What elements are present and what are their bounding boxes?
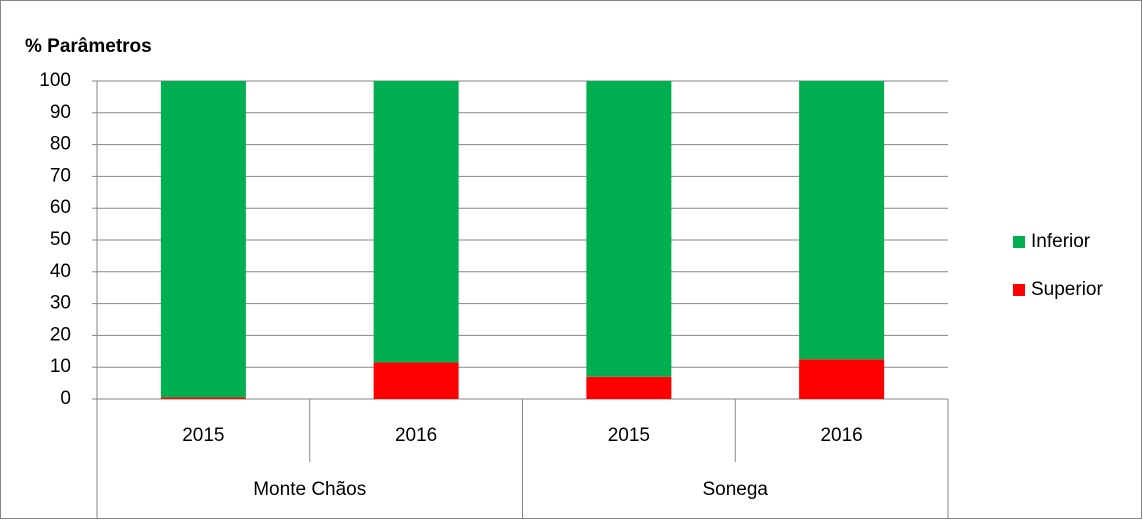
y-tick-label: 100 bbox=[39, 70, 71, 91]
y-tick-label: 0 bbox=[60, 388, 71, 409]
y-tick-label: 70 bbox=[50, 165, 71, 186]
y-tick-label: 40 bbox=[50, 261, 71, 282]
x-tick-label: 2015 bbox=[608, 425, 650, 446]
bar-segment bbox=[799, 81, 885, 360]
x-tick-label: 2016 bbox=[395, 425, 437, 446]
y-tick-label: 10 bbox=[50, 356, 71, 377]
group-label: Sonega bbox=[702, 479, 768, 500]
bar-segment bbox=[799, 359, 885, 399]
legend-label: Superior bbox=[1031, 279, 1103, 300]
chart-title: % Parâmetros bbox=[25, 36, 152, 57]
y-tick-label: 90 bbox=[50, 102, 71, 123]
legend-swatch bbox=[1013, 284, 1025, 296]
y-tick-label: 80 bbox=[50, 134, 71, 155]
x-tick-label: 2016 bbox=[820, 425, 862, 446]
y-tick-label: 20 bbox=[50, 324, 71, 345]
bar-segment bbox=[586, 81, 672, 377]
bar-segment bbox=[160, 81, 246, 398]
legend-swatch bbox=[1013, 236, 1025, 248]
group-label: Monte Chãos bbox=[253, 479, 366, 500]
y-tick-label: 30 bbox=[50, 293, 71, 314]
bar-segment bbox=[373, 81, 459, 363]
bar-segment bbox=[160, 397, 246, 399]
y-tick-label: 50 bbox=[50, 229, 71, 250]
x-tick-label: 2015 bbox=[182, 425, 224, 446]
bar-segment bbox=[586, 376, 672, 399]
legend-label: Inferior bbox=[1031, 231, 1091, 252]
y-tick-label: 60 bbox=[50, 197, 71, 218]
bar-segment bbox=[373, 362, 459, 399]
